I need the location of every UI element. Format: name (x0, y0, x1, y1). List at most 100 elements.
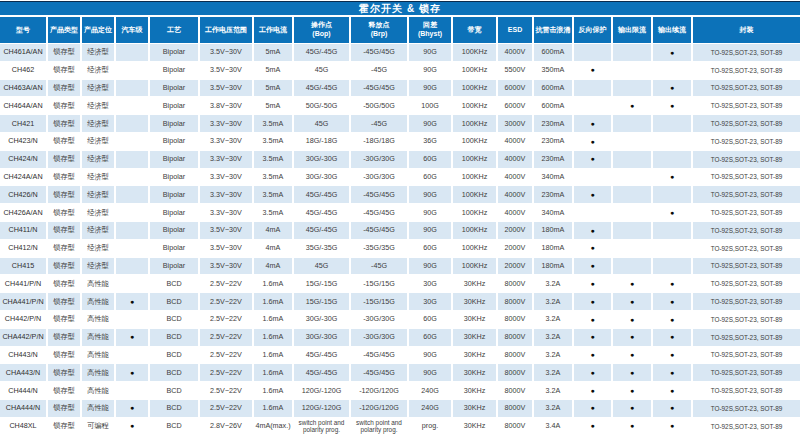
cell-output-freewheel: ● (653, 169, 691, 186)
cell-reverse-protection: ● (574, 400, 611, 417)
cell-esd: 4000V (498, 186, 532, 203)
cell-output-current-limit: ● (613, 311, 651, 328)
cell-operating-current: 3.5mA (254, 169, 292, 186)
cell-reverse-protection (574, 97, 611, 114)
cell-product-type: 锁存型 (48, 97, 80, 114)
cell-automotive-grade: ● (116, 364, 148, 381)
cell-surge: 230mA (534, 115, 572, 132)
cell-output-current-limit (613, 204, 651, 221)
cell-surge: 180mA (534, 222, 572, 239)
cell-bhyst: 90G (409, 222, 451, 239)
cell-bandwidth: 100KHz (453, 186, 496, 203)
cell-model: CH412/N (0, 240, 46, 257)
cell-product-type: 锁存型 (48, 62, 80, 79)
cell-operating-current: 1.6mA (254, 293, 292, 310)
cell-bhyst: prog. (409, 418, 451, 435)
cell-process: BCD (150, 382, 198, 399)
cell-output-freewheel: ● (653, 364, 691, 381)
cell-esd: 6000V (498, 97, 532, 114)
cell-positioning: 经济型 (82, 115, 114, 132)
cell-brp: -45G/45G (351, 364, 407, 381)
cell-automotive-grade (116, 382, 148, 399)
cell-output-current-limit: ● (613, 400, 651, 417)
cell-esd: 8000V (498, 311, 532, 328)
feature-dot: ● (590, 316, 594, 324)
cell-voltage-range: 3.5V~30V (200, 44, 252, 61)
cell-output-freewheel: ● (653, 275, 691, 292)
cell-brp: -15G/15G (351, 293, 407, 310)
cell-product-type: 锁存型 (48, 311, 80, 328)
feature-dot: ● (670, 84, 674, 92)
column-header-voltage-range: 工作电压范围 (200, 17, 252, 43)
cell-positioning: 经济型 (82, 240, 114, 257)
cell-bhyst: 90G (409, 115, 451, 132)
cell-surge: 340mA (534, 204, 572, 221)
cell-package: TO-92S,SOT-23, SOT-89 (693, 293, 800, 310)
cell-operating-current: 4mA (254, 222, 292, 239)
cell-output-freewheel (653, 258, 691, 275)
cell-positioning: 经济型 (82, 80, 114, 97)
cell-reverse-protection: ● (574, 364, 611, 381)
cell-operating-current: 4mA(max.) (254, 418, 292, 435)
cell-esd: 2000V (498, 222, 532, 239)
cell-bhyst: 240G (409, 400, 451, 417)
cell-bhyst: 90G (409, 258, 451, 275)
cell-output-freewheel (653, 133, 691, 150)
cell-voltage-range: 2.5V~22V (200, 329, 252, 346)
cell-surge: 600mA (534, 80, 572, 97)
cell-reverse-protection: ● (574, 347, 611, 364)
cell-product-type: 锁存型 (48, 44, 80, 61)
cell-bhyst: 240G (409, 382, 451, 399)
cell-process: Bipolar (150, 133, 198, 150)
cell-package: TO-92S,SOT-23, SOT-89 (693, 329, 800, 346)
cell-output-current-limit: ● (613, 418, 651, 435)
cell-process: Bipolar (150, 80, 198, 97)
cell-operating-current: 1.6mA (254, 311, 292, 328)
cell-bandwidth: 30KHz (453, 364, 496, 381)
cell-output-freewheel (653, 62, 691, 79)
column-header-label: 工作电流 (259, 26, 287, 35)
cell-bandwidth: 30KHz (453, 329, 496, 346)
feature-dot: ● (590, 280, 594, 288)
cell-package: TO-92S,SOT-23, SOT-89 (693, 222, 800, 239)
feature-dot: ● (630, 404, 634, 412)
column-header-brp: 释放点(Brp) (351, 17, 407, 43)
cell-reverse-protection (574, 80, 611, 97)
cell-automotive-grade: ● (116, 293, 148, 310)
cell-voltage-range: 3.3V~30V (200, 151, 252, 168)
cell-model: CH424/N (0, 151, 46, 168)
feature-dot: ● (630, 333, 634, 341)
cell-brp: -45G/45G (351, 44, 407, 61)
cell-bop: 50G/-50G (294, 97, 349, 114)
feature-dot: ● (670, 49, 674, 57)
cell-package: TO-92S,SOT-23, SOT-89 (693, 364, 800, 381)
cell-bhyst: 90G (409, 364, 451, 381)
cell-esd: 8000V (498, 364, 532, 381)
feature-dot: ● (630, 422, 634, 430)
cell-bandwidth: 100KHz (453, 44, 496, 61)
cell-output-freewheel: ● (653, 204, 691, 221)
feature-dot: ● (670, 387, 674, 395)
cell-bhyst: 30G (409, 275, 451, 292)
cell-process: Bipolar (150, 44, 198, 61)
cell-operating-current: 3.5mA (254, 133, 292, 150)
feature-dot: ● (590, 351, 594, 359)
cell-model: CHA442/P/N (0, 329, 46, 346)
table-title: 霍尔开关 & 锁存 (0, 1, 800, 15)
cell-surge: 3.2A (534, 329, 572, 346)
cell-brp: -30G/30G (351, 169, 407, 186)
cell-brp: -120G/120G (351, 382, 407, 399)
cell-package: TO-92S,SOT-23, SOT-89 (693, 347, 800, 364)
feature-dot: ● (670, 102, 674, 110)
cell-positioning: 高性能 (82, 275, 114, 292)
cell-bhyst: 90G (409, 347, 451, 364)
cell-model: CHA444/N (0, 400, 46, 417)
column-header-package: 封装 (693, 17, 800, 43)
cell-operating-current: 5mA (254, 97, 292, 114)
cell-bhyst: 60G (409, 240, 451, 257)
cell-package: TO-92S,SOT-23, SOT-89 (693, 133, 800, 150)
cell-esd: 3000V (498, 115, 532, 132)
cell-voltage-range: 3.3V~30V (200, 204, 252, 221)
cell-process: BCD (150, 311, 198, 328)
cell-process: Bipolar (150, 258, 198, 275)
